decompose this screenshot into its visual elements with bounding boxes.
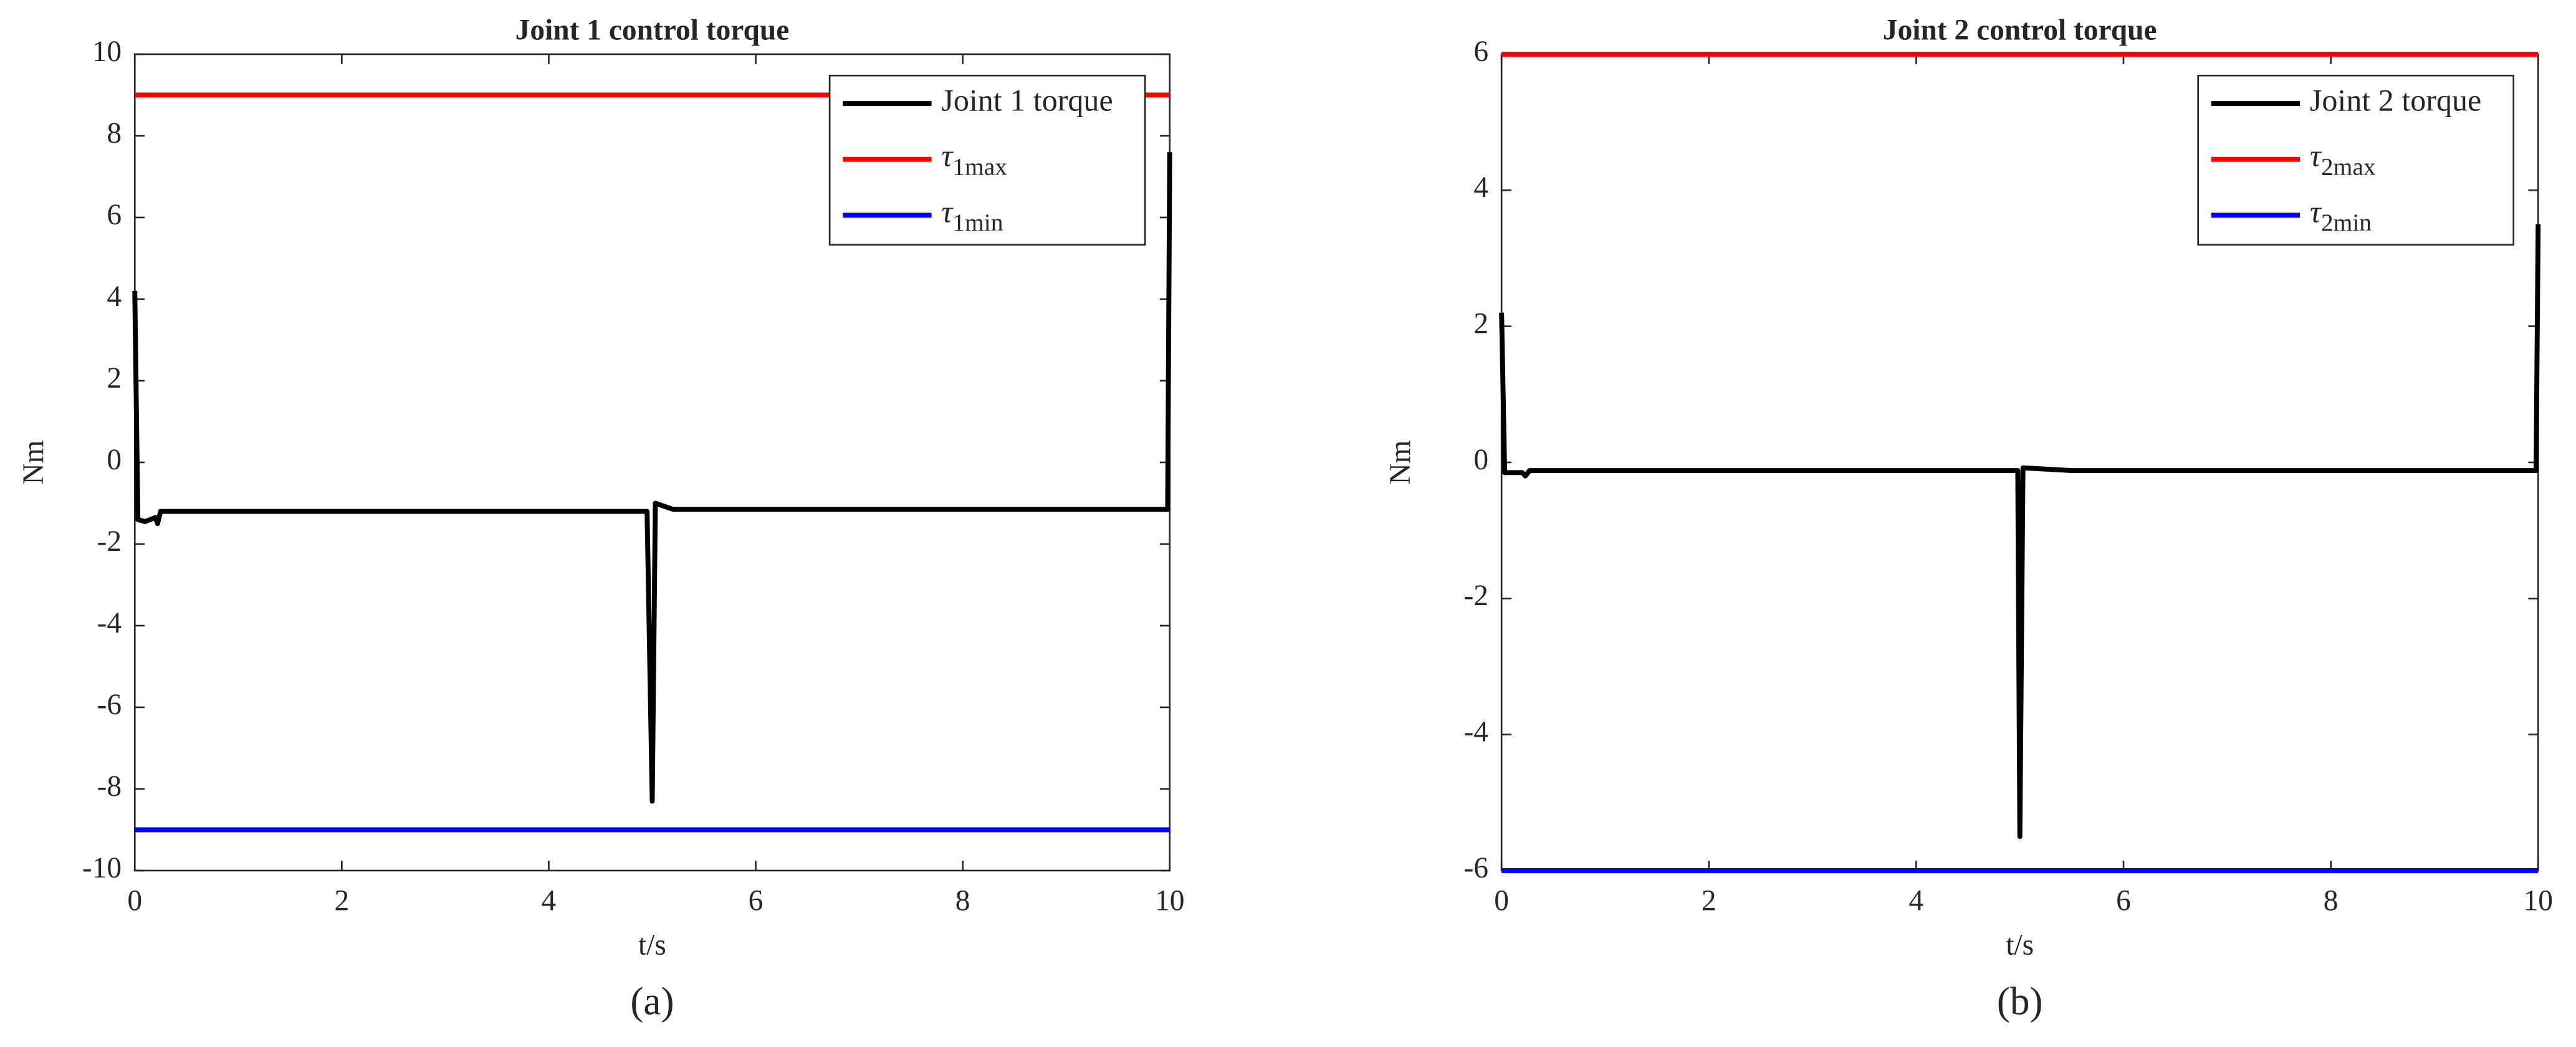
chart-title: Joint 2 control torque: [1883, 14, 2157, 47]
y-tick-label: -6: [1464, 852, 1489, 884]
y-tick-label: 4: [107, 280, 122, 313]
legend-label: Joint 2 torque: [2310, 83, 2481, 118]
legend-label-symbol: τ: [941, 194, 954, 229]
y-tick-label: 6: [1473, 36, 1488, 68]
x-tick-label: 2: [1702, 885, 1717, 917]
legend-label: Joint 1 torque: [941, 83, 1113, 118]
y-tick-label: -4: [1464, 715, 1489, 748]
y-tick-label: 6: [107, 199, 122, 231]
x-tick-label: 10: [1155, 885, 1184, 917]
x-tick-label: 4: [1909, 885, 1924, 917]
series-line: [132, 152, 1172, 804]
y-tick-label: -2: [97, 525, 122, 558]
x-tick-label: 6: [2116, 885, 2131, 917]
x-tick-label: 8: [955, 885, 970, 917]
series-line: [1499, 224, 2541, 839]
y-tick-label: 0: [1473, 444, 1488, 476]
y-tick-label: 4: [1473, 171, 1488, 204]
legend-label-subscript: 2max: [2321, 153, 2376, 181]
legend-label: τ1max: [941, 138, 1007, 180]
legend-label: τ2max: [2310, 138, 2376, 180]
y-tick-label: 0: [107, 444, 122, 476]
legend-label-subscript: 1max: [952, 153, 1007, 181]
y-tick-label: 8: [107, 117, 122, 150]
x-tick-label: 8: [2324, 885, 2339, 917]
legend-label-symbol: τ: [2310, 138, 2322, 173]
x-tick-label: 2: [334, 885, 349, 917]
y-tick-label: -8: [97, 770, 122, 803]
legend-label-symbol: τ: [2310, 194, 2322, 229]
x-tick-label: 0: [127, 885, 142, 917]
x-tick-label: 6: [749, 885, 764, 917]
y-tick-label: -10: [82, 852, 122, 884]
y-tick-label: 2: [1473, 308, 1488, 340]
x-tick-label: 4: [542, 885, 557, 917]
y-axis-label: Nm: [1384, 440, 1417, 484]
legend-label-subscript: 1min: [952, 209, 1003, 236]
caption: (a): [630, 980, 674, 1023]
legend-label: τ1min: [941, 194, 1003, 236]
y-tick-label: 10: [92, 36, 122, 68]
x-tick-label: 10: [2524, 885, 2553, 917]
y-axis-label: Nm: [17, 440, 50, 484]
y-tick-label: -6: [97, 689, 122, 721]
y-tick-label: 2: [107, 362, 122, 394]
x-axis-label: t/s: [638, 929, 666, 962]
legend-label: τ2min: [2310, 194, 2372, 236]
chart-title: Joint 1 control torque: [515, 14, 790, 47]
legend-label-subscript: 2min: [2321, 209, 2372, 236]
y-tick-label: -2: [1464, 580, 1489, 612]
legend-label-symbol: τ: [941, 138, 954, 173]
x-tick-label: 0: [1494, 885, 1509, 917]
caption: (b): [1997, 980, 2043, 1023]
y-tick-label: -4: [97, 607, 122, 639]
x-axis-label: t/s: [2006, 929, 2034, 962]
